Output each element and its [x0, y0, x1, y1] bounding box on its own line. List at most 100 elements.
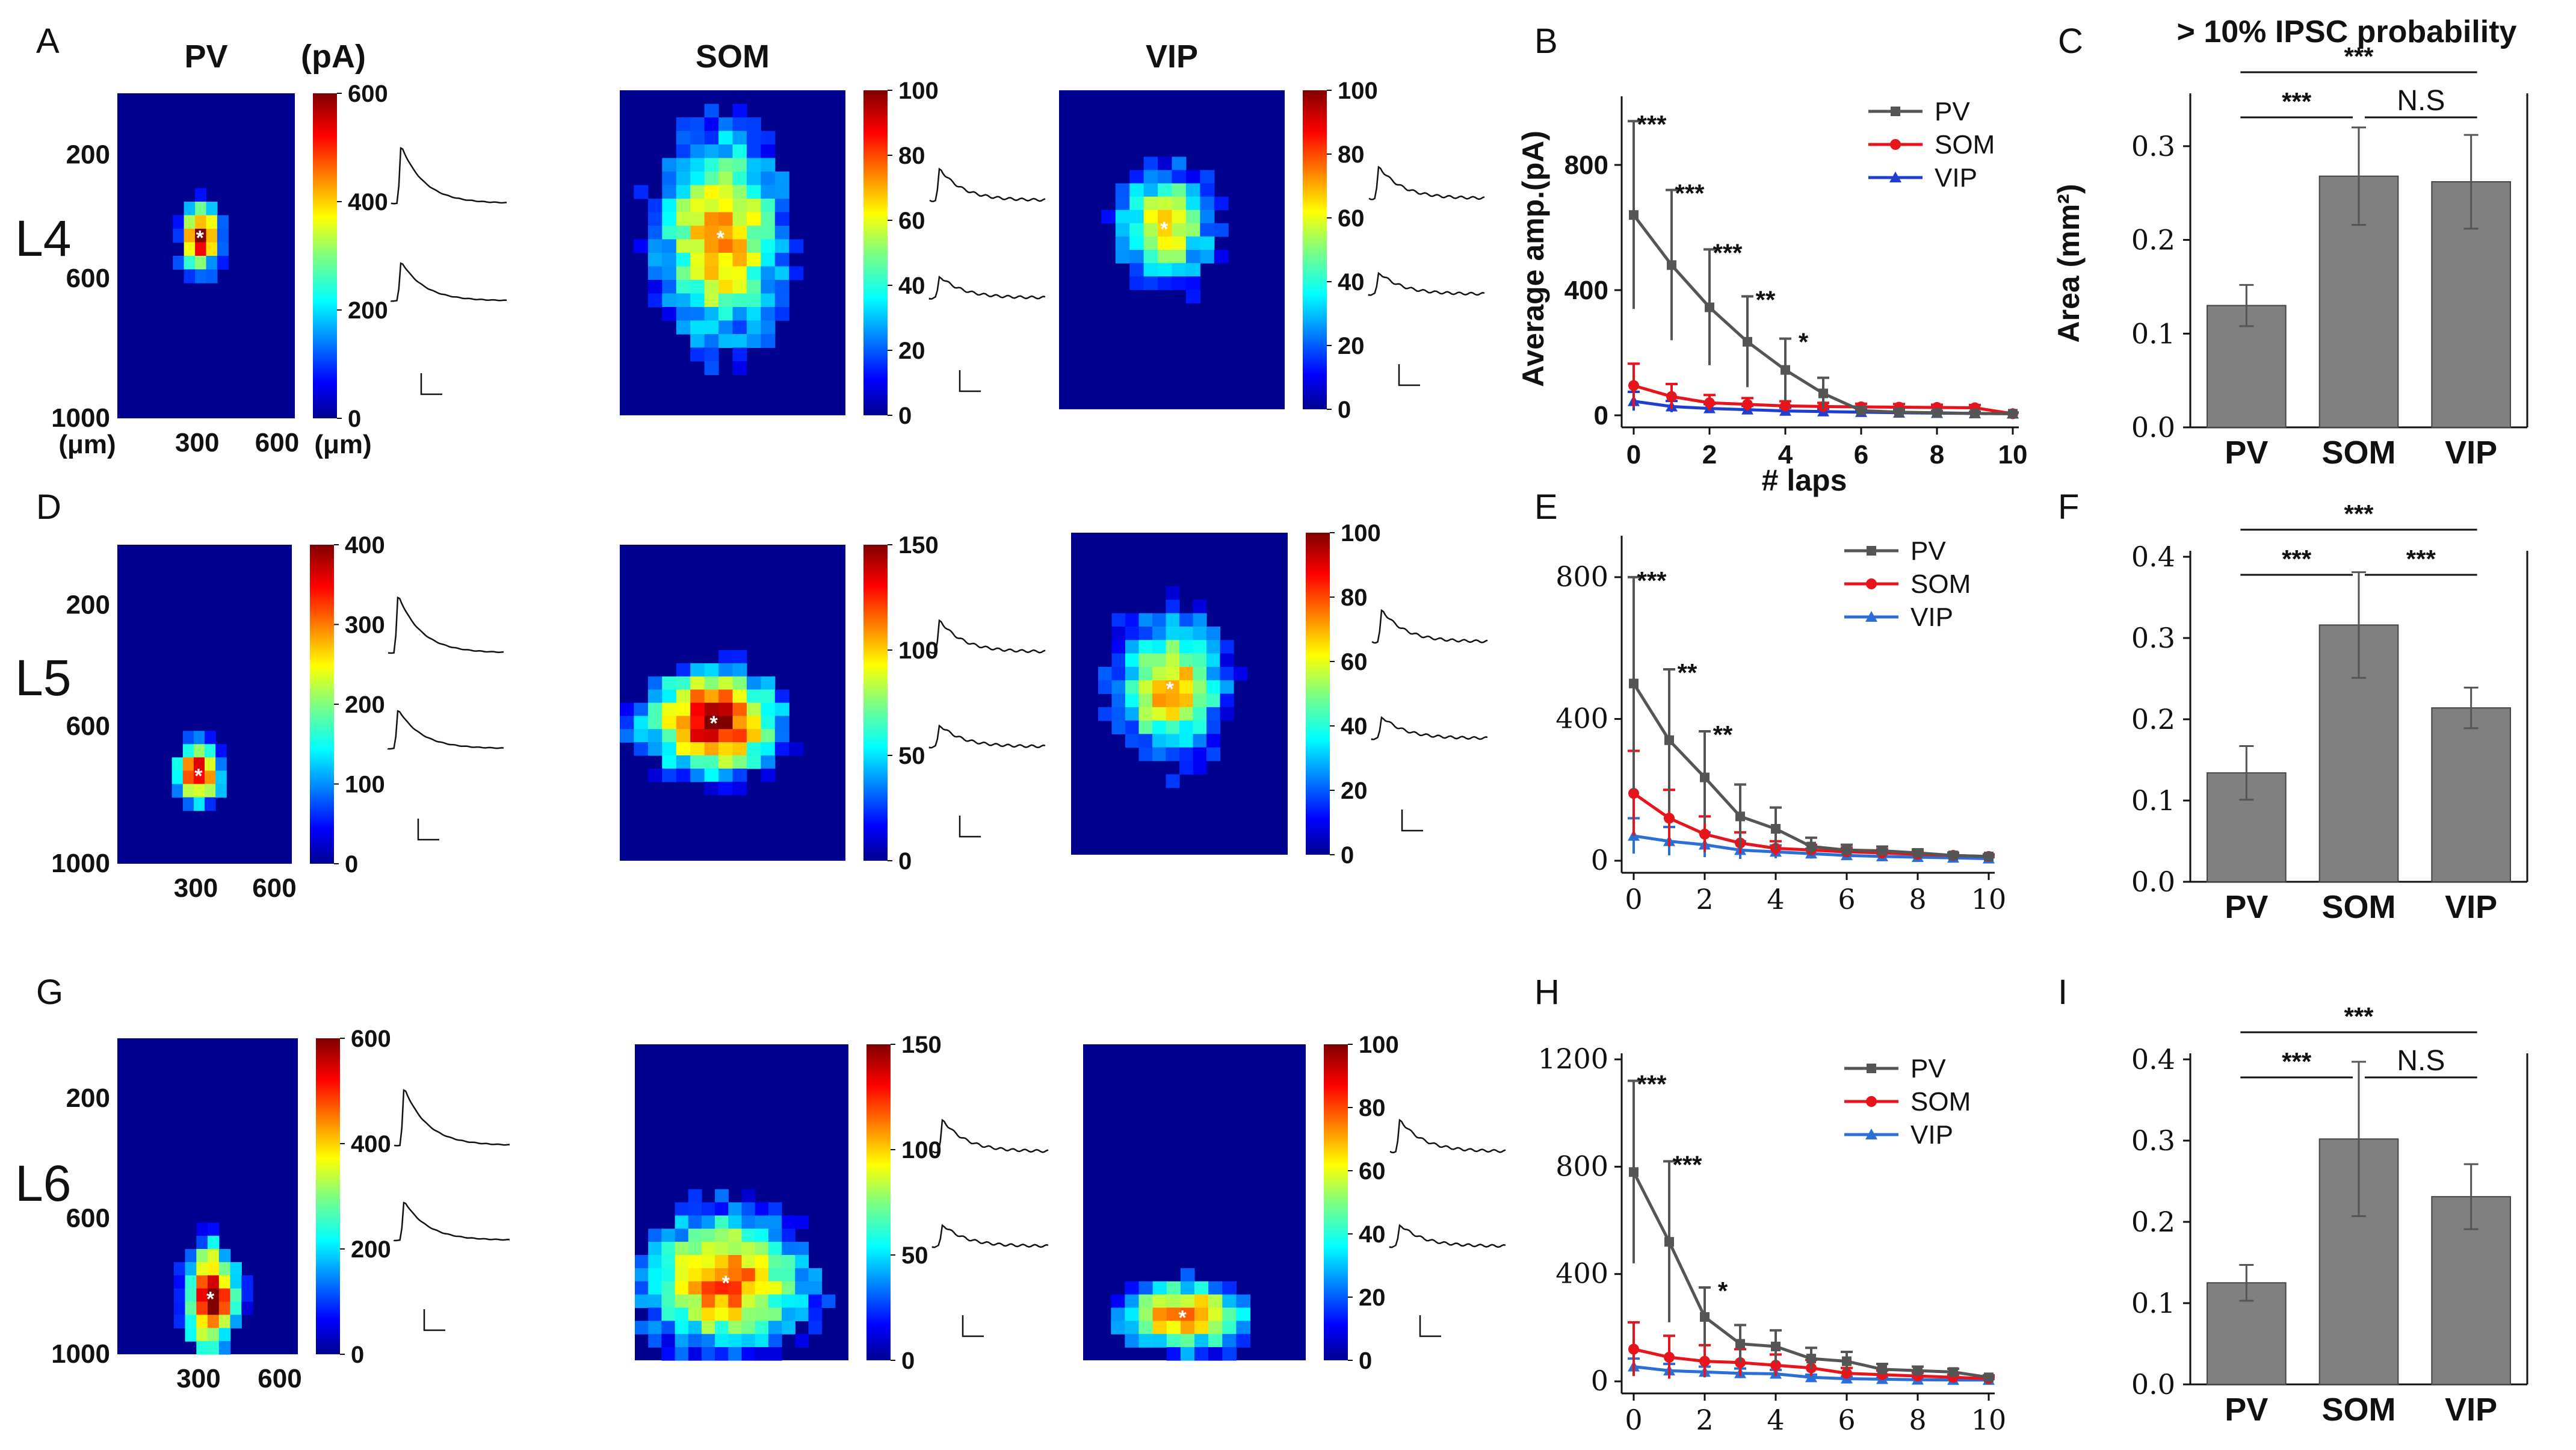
heatmap-cell	[1125, 734, 1140, 748]
heatmap-cell	[718, 185, 734, 199]
heatmap-cell	[1166, 600, 1180, 614]
heatmap-cell	[688, 1334, 702, 1348]
colorbar-tick-label: 150	[901, 1032, 942, 1058]
heatmap-cell	[173, 229, 185, 243]
heatmap-y-tick: 200	[66, 590, 110, 620]
heatmap-cell	[704, 172, 719, 186]
heatmap-cell	[182, 757, 194, 771]
y-tick-label: 0.1	[2131, 784, 2175, 817]
heatmap-cell	[704, 293, 719, 308]
heatmap-cell	[774, 293, 789, 308]
heatmap-cell	[1194, 1307, 1209, 1321]
colorbar-tick-label: 60	[1338, 205, 1365, 232]
heatmap-cell	[195, 229, 207, 243]
significance-marker: **	[1713, 720, 1733, 749]
row-L4: AL4 *PV6004002000(pA)*SOM100806040200*VIP…	[15, 22, 1485, 459]
heatmap-cell	[704, 781, 719, 796]
scale-bar	[1401, 810, 1423, 832]
heatmap-cell	[182, 731, 194, 745]
heatmap-cell	[701, 1255, 715, 1269]
heatmap-cell	[193, 784, 205, 798]
significance-label: ***	[2282, 1047, 2312, 1076]
scale-bar	[959, 370, 981, 392]
data-point	[1628, 1343, 1639, 1355]
heatmap-cell	[732, 104, 747, 118]
ipsc-traces	[393, 1089, 510, 1331]
heatmap-cell	[241, 1288, 253, 1303]
heatmap-cell	[1172, 196, 1187, 211]
colorbar	[863, 545, 888, 861]
heatmap-cell	[701, 1347, 715, 1361]
heatmap-cell	[648, 1228, 662, 1242]
y-tick-label: 800	[1555, 1150, 1608, 1182]
data-point	[1700, 1312, 1710, 1322]
heatmap-cell	[208, 1236, 220, 1250]
layer-label-L6: L6	[15, 1155, 71, 1212]
heatmap-cell	[648, 1242, 662, 1256]
heatmap-cell	[1125, 1307, 1140, 1321]
heatmap-cell	[173, 1275, 186, 1289]
y-tick-label: 0	[1591, 844, 1608, 876]
heatmap-cell	[675, 1347, 689, 1361]
heatmap-cell	[774, 199, 789, 213]
heatmap-cell	[741, 1228, 756, 1242]
significance-label: ***	[2344, 500, 2374, 528]
heatmap-cell	[1166, 1347, 1181, 1361]
heatmap-cell	[185, 1328, 197, 1342]
heatmap-cell	[206, 256, 218, 270]
heatmap-cell	[1158, 209, 1173, 224]
heatmap-cell	[746, 172, 761, 186]
heatmap-x-tick: 300	[174, 873, 218, 903]
ipsc-trace	[931, 1224, 1049, 1248]
heatmap-cell	[676, 689, 691, 704]
significance-marker: *	[1718, 1277, 1728, 1305]
layer-label-L4: L4	[15, 210, 71, 267]
colorbar-tick-label: 0	[901, 1348, 915, 1374]
x-tick-label: 10	[1971, 1404, 2007, 1436]
heatmap-cell	[661, 1242, 676, 1256]
heatmap-cell	[1193, 640, 1207, 654]
ipsc-trace	[932, 1118, 1049, 1154]
colorbar-tick-label: 0	[898, 848, 912, 875]
heatmap-cell	[1166, 680, 1180, 695]
heatmap-cell	[676, 212, 691, 226]
heatmap-cell	[746, 729, 761, 743]
legend-label: SOM	[1910, 1087, 1971, 1117]
heatmap-cell	[1214, 250, 1229, 264]
heatmap-cell	[196, 1236, 208, 1250]
heatmap-cell	[196, 1328, 208, 1342]
heatmap-cell	[704, 117, 719, 132]
heatmap-cell	[193, 757, 205, 771]
ipsc-trace	[390, 262, 507, 302]
heatmap-cell	[648, 1255, 662, 1269]
data-point	[1805, 1371, 1817, 1383]
heatmap-cell	[1194, 1294, 1209, 1309]
heatmap-cell	[755, 1228, 769, 1242]
heatmap-cell	[741, 1281, 756, 1295]
heatmap-cell	[688, 1189, 702, 1203]
colorbar-tick-label: 100	[1359, 1032, 1399, 1058]
colorbar	[866, 1044, 891, 1360]
panel-letter-H: H	[1534, 973, 1560, 1012]
heatmap-cell	[761, 185, 776, 199]
heatmap-cell	[1166, 693, 1180, 708]
heatmap-cell	[1220, 707, 1234, 721]
panel-letter-C: C	[2058, 22, 2083, 61]
heatmap-cell	[1152, 1307, 1167, 1321]
colorbar-tick-label: 100	[1341, 520, 1381, 547]
ipsc-traces	[928, 619, 1046, 838]
heatmap-cell	[676, 729, 691, 743]
legend-label: SOM	[1910, 569, 1971, 599]
heatmap-cell	[761, 334, 776, 349]
heatmap-cell	[193, 731, 205, 745]
heatmap-cell	[782, 1215, 795, 1229]
ipsc-trace	[928, 275, 1046, 300]
heatmap-cell	[1200, 223, 1215, 237]
heatmap-cell	[647, 226, 663, 240]
legend-label: SOM	[1935, 130, 1995, 160]
heatmap-cell	[808, 1307, 823, 1321]
heatmap-cell	[690, 266, 705, 280]
data-point	[1913, 848, 1923, 858]
heatmap-cell	[675, 1334, 689, 1348]
heatmap-cell	[1236, 1321, 1251, 1334]
